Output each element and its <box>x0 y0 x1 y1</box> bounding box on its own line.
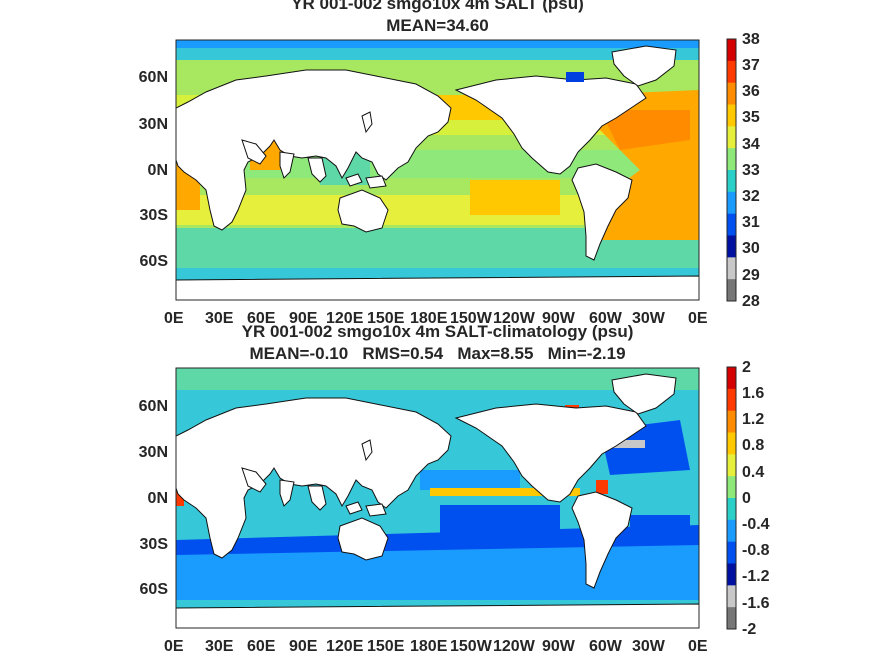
colorbar-segment <box>727 104 736 127</box>
colorbar-segment <box>727 170 736 193</box>
panel1-cbtick: 35 <box>742 109 760 126</box>
panel2-cbtick: -1.6 <box>742 595 770 612</box>
panel2-cbtick: -0.8 <box>742 542 770 559</box>
panel1-cbtick: 30 <box>742 240 760 257</box>
panel1-xtick: 120E <box>326 310 364 327</box>
panel2-cbtick: 0 <box>742 490 751 507</box>
colorbar-segment <box>727 235 736 258</box>
panel2-ytick: 30S <box>139 536 168 553</box>
panel2-xtick: 120E <box>326 638 364 655</box>
panel1-xtick: 0E <box>164 310 184 327</box>
panel2-frame <box>175 367 700 629</box>
panel1-cbtick: 33 <box>742 162 760 179</box>
panel1-ytick: 60S <box>139 253 168 270</box>
panel1-xtick: 150E <box>367 310 405 327</box>
colorbar-segment <box>727 191 736 215</box>
panel2-title-line1: YR 001-002 smgo10x 4m SALT-climatology (… <box>241 322 634 341</box>
colorbar-segment <box>727 213 736 236</box>
colorbar-segment <box>727 498 736 521</box>
colorbar-segment <box>727 410 736 433</box>
panel2-xtick: 180E <box>410 638 448 655</box>
panel1-xtick: 60E <box>247 310 276 327</box>
panel2-cbtick: 2 <box>742 359 751 376</box>
panel2-ytick: 30N <box>138 444 168 461</box>
colorbar-segment <box>727 541 736 564</box>
colorbar-segment <box>727 39 736 62</box>
panel2-xtick: 30E <box>205 638 234 655</box>
panel1-xtick: 120W <box>493 310 535 327</box>
panel2-cbtick: -0.4 <box>742 516 770 533</box>
colorbar-segment <box>727 60 736 84</box>
panel2-xtick: 90E <box>289 638 318 655</box>
colorbar-segment <box>727 279 736 302</box>
panel2-cbtick: 1.2 <box>742 411 765 428</box>
colorbar-segment <box>727 454 736 477</box>
panel1-xtick: 90W <box>542 310 575 327</box>
panel2-ytick: 0N <box>147 490 168 507</box>
colorbar-segment <box>727 82 736 105</box>
panel1-xtick: 180E <box>410 310 448 327</box>
panel2-cbtick: -2 <box>742 621 757 638</box>
colorbar-segment <box>727 519 736 543</box>
colorbar-segment <box>727 367 736 390</box>
panel2-cbtick: 0.4 <box>742 464 765 481</box>
panel2-xtick: 0E <box>688 638 708 655</box>
panel1-colorbar <box>727 39 736 302</box>
panel1-cbtick: 29 <box>742 267 760 284</box>
panel2-xtick: 90W <box>542 638 575 655</box>
panel1-cbtick: 38 <box>742 31 760 48</box>
colorbar-segment <box>727 476 736 499</box>
colorbar-segment <box>727 585 736 608</box>
panel2-xtick: 150W <box>450 638 492 655</box>
colorbar-segment <box>727 563 736 586</box>
panel1-frame <box>175 39 700 301</box>
colorbar-segment <box>727 388 736 412</box>
panel2-xtick: 60W <box>589 638 622 655</box>
panel2-cbtick: 0.8 <box>742 437 765 454</box>
panel2-xtick: 60E <box>247 638 276 655</box>
panel1-map <box>176 40 699 300</box>
panel2-title-line2: MEAN=-0.10 RMS=0.54 Max=8.55 Min=-2.19 <box>249 344 626 363</box>
panel1-ytick: 30N <box>138 116 168 133</box>
panel1-ytick: 30S <box>139 207 168 224</box>
colorbar-segment <box>727 126 736 149</box>
panel1-xtick: 0E <box>688 310 708 327</box>
panel2-cbtick: -1.2 <box>742 568 770 585</box>
panel2-ytick: 60S <box>139 581 168 598</box>
colorbar-segment <box>727 148 736 171</box>
panel1-xtick: 90E <box>289 310 318 327</box>
panel1-xtick: 60W <box>589 310 622 327</box>
panel1-cbtick: 34 <box>742 136 760 153</box>
panel1-title-line1: YR 001-002 smgo10x 4m SALT (psu) <box>291 0 584 13</box>
panel2-xtick: 150E <box>367 638 405 655</box>
panel1-xtick: 30W <box>632 310 665 327</box>
panel1-cbtick: 36 <box>742 83 760 100</box>
panel2-xtick: 0E <box>164 638 184 655</box>
colorbar-segment <box>727 607 736 630</box>
panel1-ytick: 0N <box>147 162 168 179</box>
panel2-cbtick: 1.6 <box>742 385 765 402</box>
panel1-title-line2: MEAN=34.60 <box>386 16 489 35</box>
panel1-xtick: 30E <box>205 310 234 327</box>
panel2-map <box>176 368 699 628</box>
colorbar-segment <box>727 257 736 280</box>
panel2-ytick: 60N <box>138 398 168 415</box>
panel2-xtick: 120W <box>493 638 535 655</box>
panel1-cbtick: 28 <box>742 293 760 310</box>
panel1-xtick: 150W <box>450 310 492 327</box>
panel1-cbtick: 37 <box>742 57 760 74</box>
colorbar-segment <box>727 432 736 455</box>
panel1-cbtick: 32 <box>742 188 760 205</box>
panel1-cbtick: 31 <box>742 214 760 231</box>
panel1-ytick: 60N <box>138 69 168 86</box>
panel2-colorbar <box>727 367 736 630</box>
panel2-xtick: 30W <box>632 638 665 655</box>
